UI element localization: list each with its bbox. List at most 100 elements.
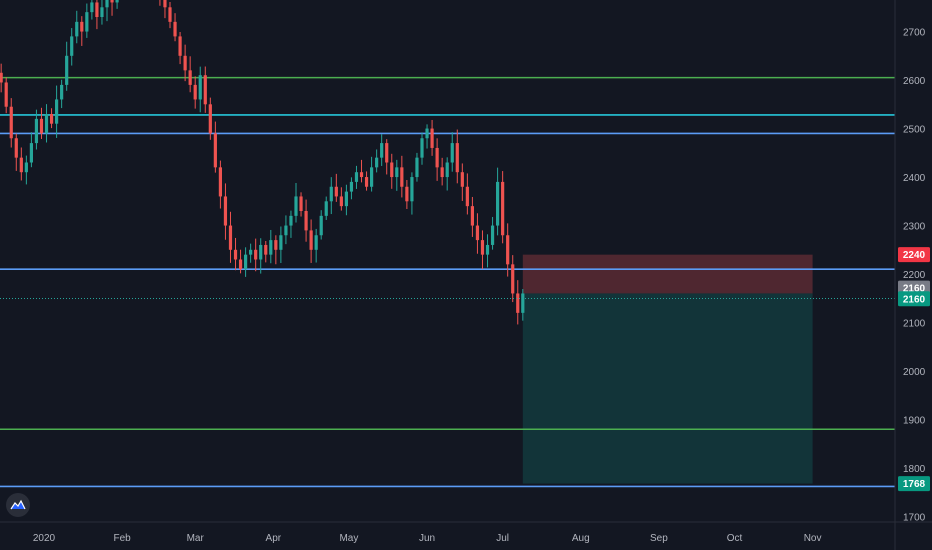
candle [390,162,394,178]
mountain-icon [10,499,26,510]
candle [375,157,379,168]
candle [238,259,243,270]
candle [75,21,79,37]
candle [4,82,8,107]
candle [364,177,369,187]
candle [339,196,343,207]
candle [163,0,167,8]
candle [405,186,409,202]
position-tool[interactable] [522,254,813,484]
candle [480,240,485,255]
x-tick-label: 2020 [33,533,56,544]
candle [24,162,28,173]
candle [490,225,495,245]
x-tick-label: Jun [419,533,435,544]
candle [193,84,197,100]
y-tick-label: 2700 [903,28,926,39]
candle [203,75,207,105]
candle [475,225,480,241]
candle [183,55,187,71]
candle [385,143,389,163]
y-tick-label: 2300 [903,222,926,233]
candle [521,293,525,313]
candle [254,249,258,260]
candle [44,114,49,134]
candle [485,244,490,255]
price-tag [898,247,930,263]
candle [455,143,459,173]
candle [80,21,84,32]
candle [223,196,228,226]
candle [304,211,308,231]
y-tick-label: 2600 [903,76,926,87]
candle [501,181,505,236]
candle [506,235,510,265]
candle [309,230,313,250]
stop-loss-zone [522,254,813,294]
candle [208,104,212,134]
candle [233,249,238,260]
horizontal-levels [0,76,895,488]
candle [460,172,464,187]
candle [334,186,338,197]
candle [380,143,384,158]
candle [344,191,348,207]
candle [85,12,89,32]
candle [410,177,414,202]
candle [415,157,419,178]
candle [425,128,429,139]
candle [324,201,328,216]
candle [0,72,3,83]
price-tag-label: 2240 [903,250,926,261]
candle [470,206,474,226]
candle [188,70,192,85]
candle [430,128,434,148]
candle [420,138,424,158]
candle [90,2,94,13]
candle [100,7,104,17]
candle [329,186,333,202]
y-tick-label: 2500 [903,125,926,136]
candle [349,181,354,192]
candle [279,235,283,250]
candle [319,215,323,236]
y-tick-label: 1900 [903,416,926,427]
candle [450,143,454,163]
candle [516,293,520,313]
y-tick-label: 2400 [903,173,926,184]
y-tick-label: 2100 [903,319,926,330]
candle [259,244,263,260]
price-tag [898,476,930,492]
candle [198,75,202,100]
price-tag-label: 2160 [903,284,926,295]
candle [440,167,444,178]
x-tick-label: Mar [187,533,205,544]
x-tick-label: Apr [266,533,282,544]
candle [354,172,359,182]
candle [115,0,119,3]
candle [299,196,303,211]
candle [65,55,69,85]
candle [284,225,288,236]
candle [39,118,44,134]
candle [19,157,23,173]
x-tick-label: Sep [650,533,668,544]
y-tick-label: 2000 [903,367,926,378]
candle [213,133,217,168]
candle [289,215,293,226]
candle [435,147,439,168]
candle [264,244,268,255]
candle [395,167,399,178]
candle [110,0,114,3]
candle [370,167,374,187]
candle [29,143,33,163]
x-tick-label: Jul [496,533,509,544]
candle [95,2,99,18]
candle [218,167,222,197]
candles [0,0,525,325]
candle [34,118,39,144]
candle [445,162,449,178]
tradingview-logo-icon[interactable] [6,493,30,517]
